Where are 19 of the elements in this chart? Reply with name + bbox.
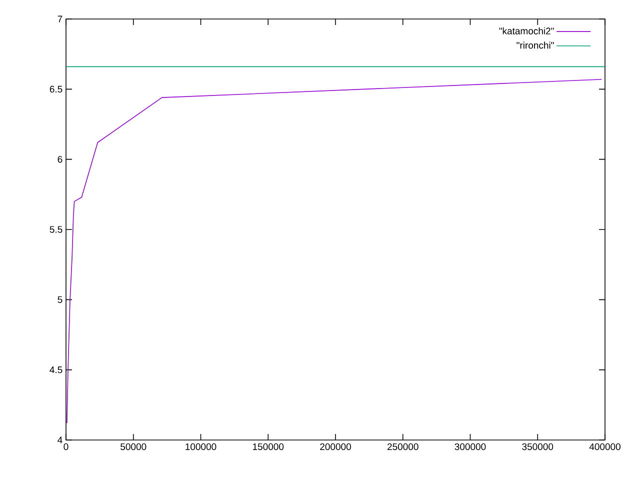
legend-label: "katamochi2" — [499, 27, 554, 34]
x-tick-label: 250000 — [388, 443, 418, 450]
y-tick-label: 4.5 — [50, 366, 62, 374]
x-tick-label: 0 — [64, 443, 68, 450]
y-tick-label: 6.5 — [50, 86, 62, 93]
x-tick-label: 200000 — [320, 443, 351, 450]
y-tick-label: 5 — [58, 296, 62, 303]
y-tick-label: 5.5 — [50, 226, 62, 233]
x-tick-label: 50000 — [120, 443, 146, 450]
x-tick-label: 100000 — [186, 443, 216, 450]
x-tick-label: 350000 — [522, 443, 554, 450]
x-tick-label: 400000 — [589, 443, 620, 450]
x-tick-label: 150000 — [252, 443, 284, 450]
y-tick-label: 4 — [58, 436, 62, 444]
y-tick-label: 6 — [58, 156, 62, 163]
y-tick-label: 7 — [58, 16, 62, 22]
x-tick-label: 300000 — [454, 443, 486, 450]
line-series — [66, 78, 602, 424]
legend-label: "rironchi" — [516, 42, 554, 49]
